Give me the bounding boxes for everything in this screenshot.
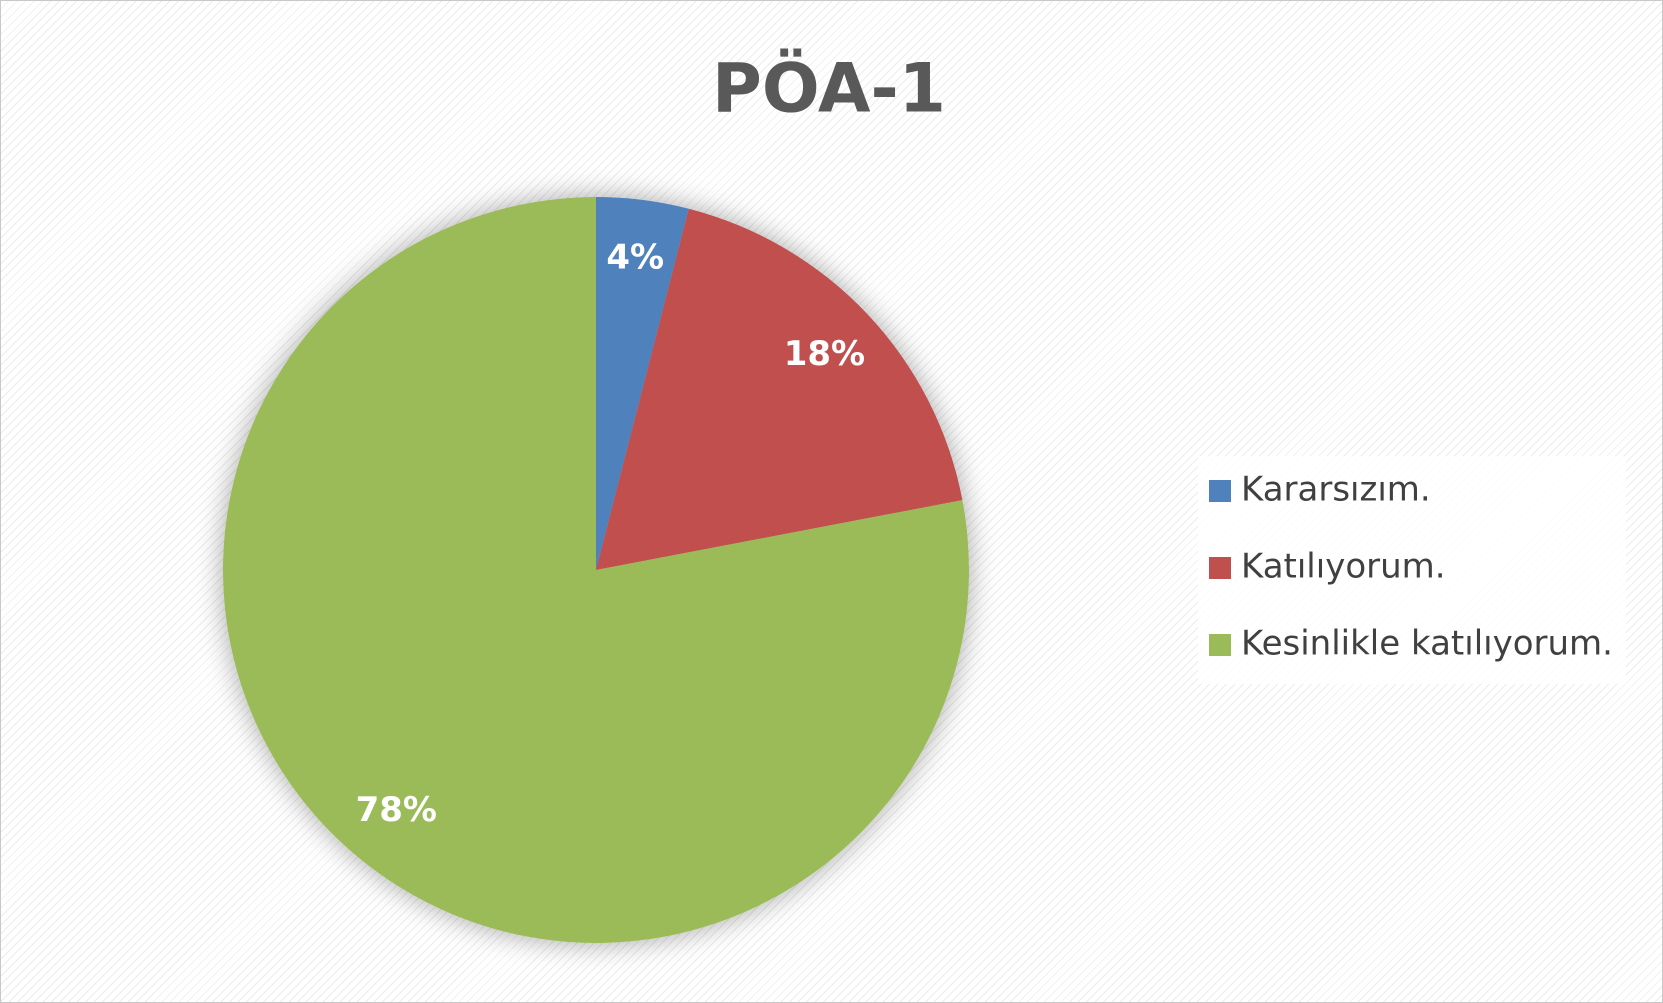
legend-label: Kararsızım. — [1241, 470, 1431, 510]
chart-title: PÖA-1 — [712, 49, 946, 129]
legend-label: Kesinlikle katılıyorum. — [1241, 624, 1613, 664]
legend-box — [1198, 456, 1626, 684]
legend-swatch — [1209, 634, 1231, 656]
pie-slice — [596, 208, 963, 570]
pie-slice — [596, 197, 689, 570]
legend-swatch — [1209, 480, 1231, 502]
legend-swatch — [1209, 557, 1231, 579]
pie-slice — [222, 197, 969, 943]
pie — [222, 197, 969, 943]
legend-label: Katılıyorum. — [1241, 547, 1446, 587]
data-label: 78% — [356, 790, 437, 830]
data-label: 18% — [784, 334, 865, 374]
data-label: 4% — [606, 238, 664, 278]
